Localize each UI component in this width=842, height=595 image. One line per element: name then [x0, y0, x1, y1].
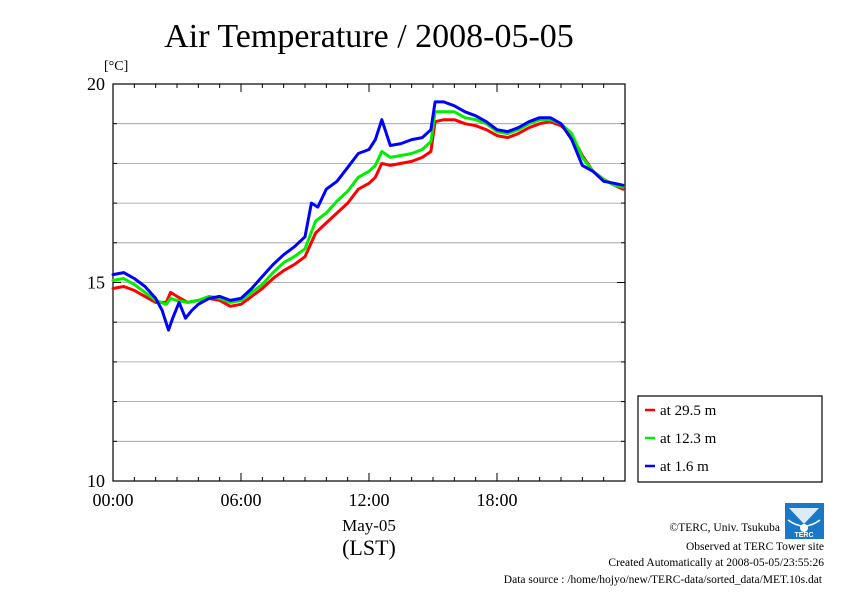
data-source-text: Data source : /home/hojyo/new/TERC-data/… [504, 574, 823, 586]
y-tick-label: 10 [87, 471, 105, 491]
axis-ticks [112, 83, 626, 482]
x-tick-label: 18:00 [476, 490, 517, 510]
copyright-text: ©TERC, Univ. Tsukuba [670, 522, 780, 534]
x-tick-label: 06:00 [220, 490, 261, 510]
observed-at-text: Observed at TERC Tower site [686, 541, 824, 553]
legend-item: at 29.5 m [645, 403, 717, 419]
y-tick-labels: 10 15 20 [87, 74, 105, 491]
legend-box [637, 395, 823, 483]
legend: at 29.5 m at 12.3 m at 1.6 m [637, 395, 823, 483]
y-axis-unit-label: [°C] [104, 59, 128, 74]
x-tick-label: 12:00 [348, 490, 389, 510]
legend-item: at 12.3 m [645, 431, 717, 447]
x-tick-label: 00:00 [92, 490, 133, 510]
x-axis-sublabel: (LST) [342, 535, 396, 560]
chart-title: Air Temperature / 2008-05-05 [164, 18, 574, 55]
y-tick-label: 15 [87, 273, 105, 293]
series-line-2 [111, 110, 625, 306]
y-tick-label: 20 [87, 74, 105, 94]
created-at-text: Created Automatically at 2008-05-05/23:5… [608, 557, 824, 569]
terc-logo-text: TERC [794, 532, 813, 539]
x-tick-labels: 00:00 06:00 12:00 18:00 [92, 490, 517, 510]
legend-label: at 1.6 m [660, 459, 709, 475]
legend-label: at 29.5 m [660, 403, 717, 419]
footer: TERC ©TERC, Univ. Tsukuba Observed at TE… [504, 503, 824, 586]
data-series [111, 100, 625, 332]
legend-item: at 1.6 m [645, 459, 709, 475]
series-line-3 [111, 100, 625, 332]
legend-label: at 12.3 m [660, 431, 717, 447]
terc-logo: TERC [785, 503, 824, 539]
x-axis-label: May-05 [342, 516, 396, 535]
